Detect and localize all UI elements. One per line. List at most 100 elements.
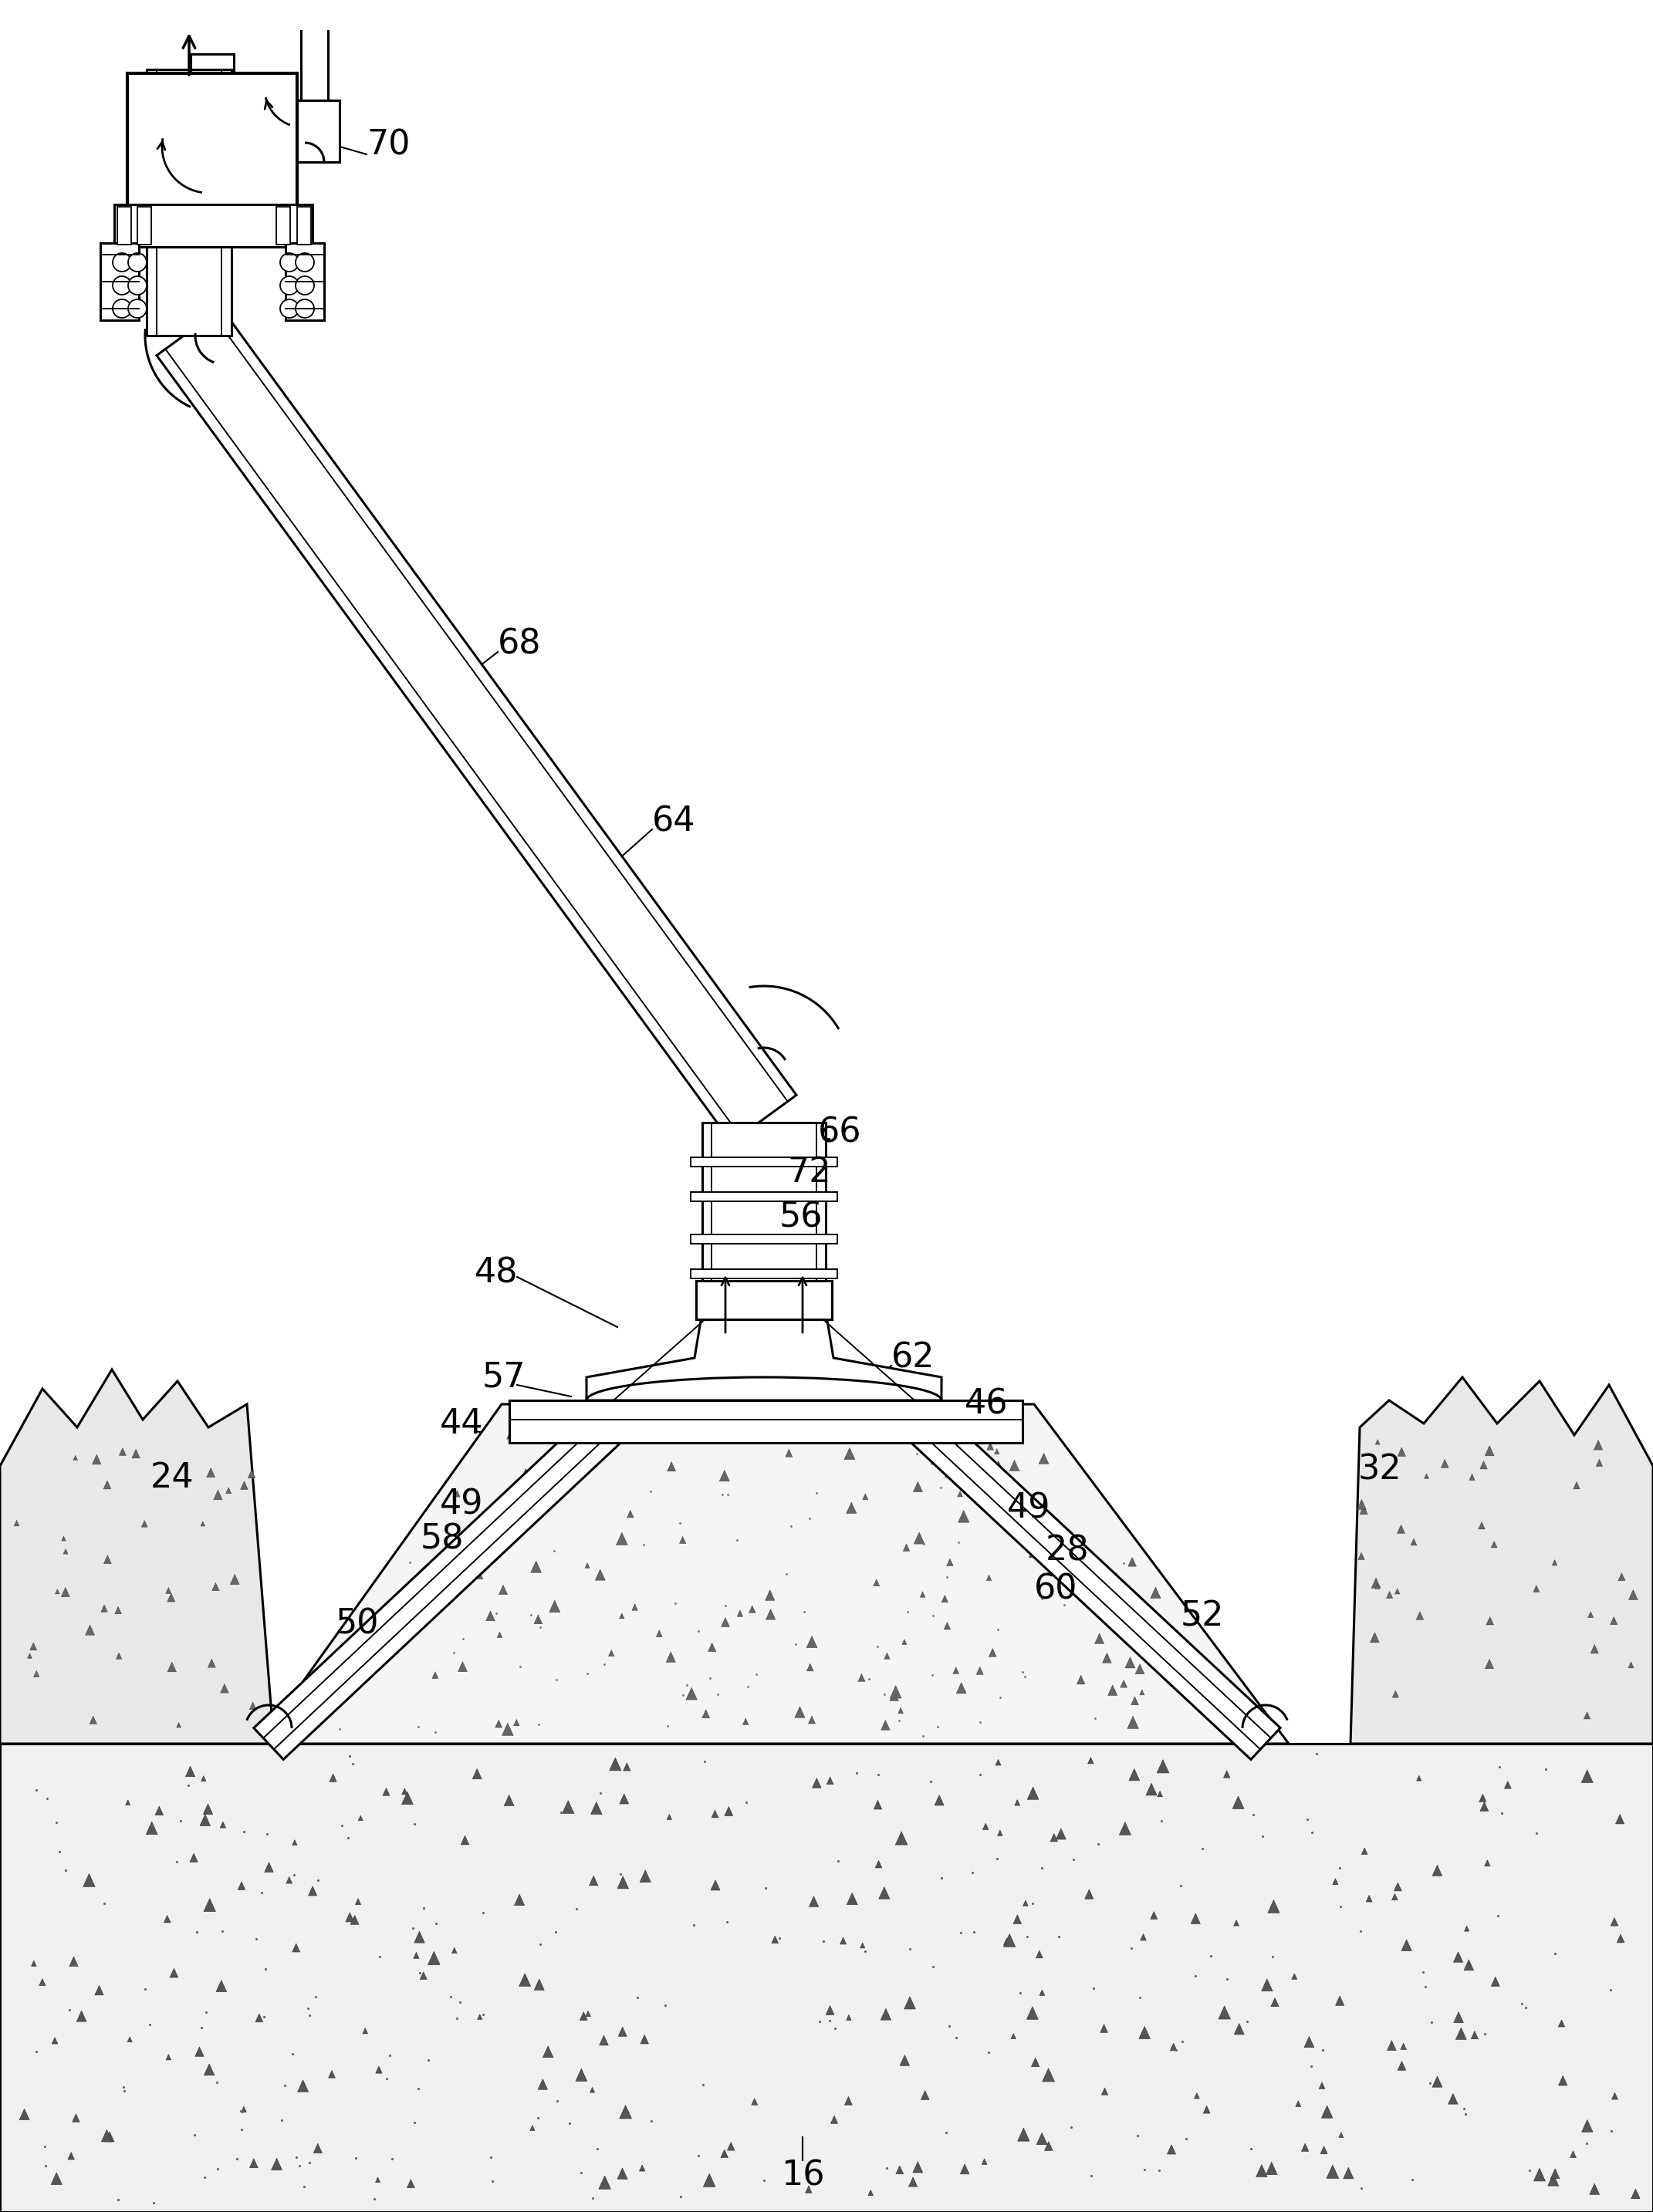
Polygon shape bbox=[519, 1973, 531, 1986]
Polygon shape bbox=[742, 1719, 749, 1725]
Polygon shape bbox=[1084, 1889, 1093, 1898]
Polygon shape bbox=[1589, 1613, 1593, 1617]
Polygon shape bbox=[375, 2177, 380, 2183]
Polygon shape bbox=[350, 1916, 359, 1924]
Text: 49: 49 bbox=[440, 1489, 483, 1522]
Polygon shape bbox=[1003, 1933, 1015, 1947]
Polygon shape bbox=[127, 73, 298, 223]
Polygon shape bbox=[889, 1692, 899, 1701]
Text: 68: 68 bbox=[498, 628, 541, 661]
Polygon shape bbox=[1256, 2166, 1268, 2177]
Polygon shape bbox=[31, 1960, 36, 1966]
Polygon shape bbox=[1504, 1781, 1511, 1790]
Polygon shape bbox=[383, 1787, 390, 1796]
Polygon shape bbox=[1018, 2128, 1030, 2141]
Polygon shape bbox=[1050, 1834, 1058, 1843]
Polygon shape bbox=[620, 1613, 625, 1619]
Polygon shape bbox=[1570, 2150, 1577, 2157]
Polygon shape bbox=[1400, 2044, 1407, 2051]
Polygon shape bbox=[1131, 1697, 1139, 1705]
Polygon shape bbox=[1393, 1882, 1402, 1891]
Circle shape bbox=[296, 299, 314, 319]
Polygon shape bbox=[61, 1535, 66, 1542]
Polygon shape bbox=[1615, 1814, 1625, 1825]
Polygon shape bbox=[1321, 2106, 1332, 2119]
Polygon shape bbox=[826, 1776, 833, 1785]
Polygon shape bbox=[987, 1575, 992, 1582]
Polygon shape bbox=[298, 206, 311, 246]
Polygon shape bbox=[1136, 1663, 1144, 1674]
Polygon shape bbox=[904, 1997, 916, 2008]
Polygon shape bbox=[1486, 1617, 1494, 1626]
Polygon shape bbox=[1392, 1893, 1398, 1900]
Polygon shape bbox=[631, 1604, 638, 1610]
Polygon shape bbox=[203, 1803, 213, 1814]
Polygon shape bbox=[590, 2088, 595, 2093]
Polygon shape bbox=[55, 1588, 60, 1595]
Polygon shape bbox=[137, 206, 152, 246]
Polygon shape bbox=[207, 1469, 215, 1478]
Polygon shape bbox=[952, 1668, 959, 1674]
Polygon shape bbox=[542, 2046, 554, 2057]
Polygon shape bbox=[415, 1931, 425, 1942]
Polygon shape bbox=[640, 2035, 648, 2044]
Polygon shape bbox=[1351, 1378, 1653, 1743]
Polygon shape bbox=[860, 1942, 865, 1949]
Polygon shape bbox=[1040, 1991, 1045, 1995]
Polygon shape bbox=[1218, 2006, 1230, 2020]
Polygon shape bbox=[1484, 1447, 1494, 1455]
Polygon shape bbox=[1041, 1531, 1046, 1535]
Polygon shape bbox=[752, 2099, 757, 2106]
Polygon shape bbox=[230, 1575, 240, 1584]
Polygon shape bbox=[858, 1674, 865, 1681]
Polygon shape bbox=[250, 1701, 256, 1710]
Polygon shape bbox=[640, 1869, 651, 1882]
Polygon shape bbox=[765, 1590, 775, 1601]
Polygon shape bbox=[1448, 2093, 1458, 2104]
Polygon shape bbox=[898, 1708, 903, 1714]
Polygon shape bbox=[203, 1898, 215, 1911]
Polygon shape bbox=[995, 1449, 1000, 1453]
Polygon shape bbox=[1129, 1770, 1139, 1781]
Polygon shape bbox=[1207, 1663, 1212, 1670]
Polygon shape bbox=[521, 1469, 531, 1480]
Polygon shape bbox=[147, 69, 231, 336]
Polygon shape bbox=[982, 2159, 987, 2166]
Polygon shape bbox=[1484, 1860, 1491, 1867]
Polygon shape bbox=[83, 1874, 96, 1887]
Polygon shape bbox=[808, 1896, 818, 1907]
Polygon shape bbox=[942, 1595, 949, 1601]
Polygon shape bbox=[101, 2130, 112, 2141]
Polygon shape bbox=[1417, 1776, 1422, 1781]
Polygon shape bbox=[238, 1882, 245, 1889]
Polygon shape bbox=[167, 1661, 177, 1672]
Polygon shape bbox=[988, 1648, 997, 1657]
Polygon shape bbox=[826, 1425, 833, 1433]
Polygon shape bbox=[1362, 1847, 1367, 1854]
Polygon shape bbox=[772, 1936, 779, 1944]
Polygon shape bbox=[40, 1980, 46, 1986]
Polygon shape bbox=[1590, 1644, 1598, 1652]
Polygon shape bbox=[314, 2143, 322, 2152]
Polygon shape bbox=[1094, 1632, 1104, 1644]
Polygon shape bbox=[93, 1455, 101, 1464]
Polygon shape bbox=[195, 2046, 203, 2057]
Polygon shape bbox=[808, 1717, 815, 1723]
Text: 52: 52 bbox=[1180, 1599, 1225, 1632]
Polygon shape bbox=[749, 1606, 755, 1613]
Polygon shape bbox=[1336, 1995, 1344, 2006]
Polygon shape bbox=[250, 2159, 258, 2168]
Text: 60: 60 bbox=[1035, 1573, 1078, 1606]
Circle shape bbox=[279, 276, 299, 294]
Polygon shape bbox=[845, 1447, 855, 1460]
Polygon shape bbox=[812, 1778, 822, 1787]
Polygon shape bbox=[1157, 1792, 1162, 1796]
Polygon shape bbox=[431, 1672, 438, 1679]
Circle shape bbox=[127, 299, 147, 319]
Polygon shape bbox=[1617, 1933, 1625, 1942]
Polygon shape bbox=[375, 2066, 382, 2073]
Polygon shape bbox=[1534, 1586, 1539, 1593]
Polygon shape bbox=[691, 1157, 838, 1166]
Polygon shape bbox=[691, 1192, 838, 1201]
Polygon shape bbox=[286, 243, 324, 321]
